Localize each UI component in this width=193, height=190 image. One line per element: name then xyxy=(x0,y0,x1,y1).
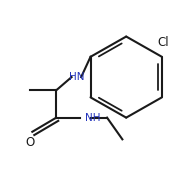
Text: Cl: Cl xyxy=(157,36,169,49)
Text: NH: NH xyxy=(85,113,101,123)
Text: O: O xyxy=(25,136,35,150)
Text: HN: HN xyxy=(69,72,84,82)
